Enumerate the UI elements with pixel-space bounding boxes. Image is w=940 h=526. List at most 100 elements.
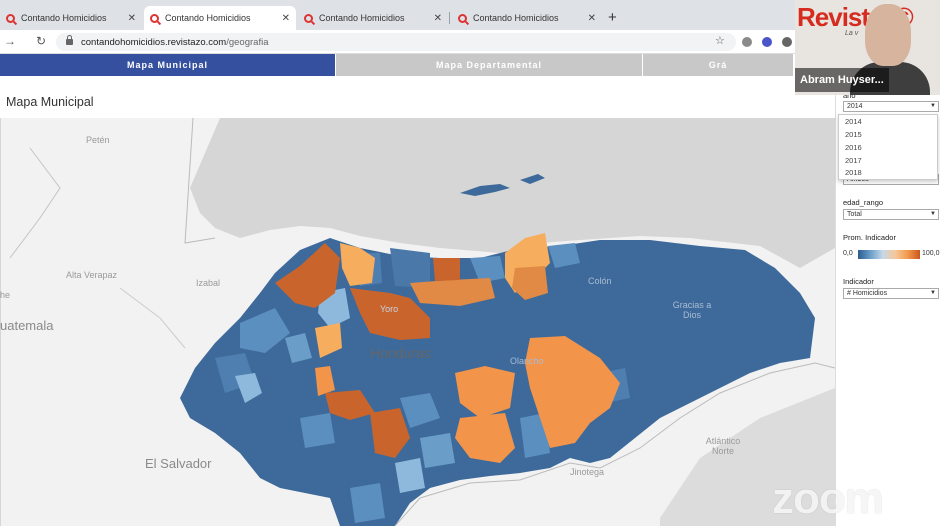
legend-title: Prom. Indicador	[843, 233, 896, 242]
municipality[interactable]	[235, 373, 262, 403]
municipality[interactable]	[470, 256, 505, 283]
page-title: Mapa Municipal	[6, 95, 94, 109]
municipality-high[interactable]	[455, 413, 515, 463]
map-label-atlantico-norte: Atlántico Norte	[705, 436, 741, 456]
pacific-coast-area	[660, 388, 835, 526]
map-canvas	[0, 118, 835, 526]
map-label-el-salvador: El Salvador	[145, 456, 212, 471]
edad-rango-value: Total	[847, 211, 862, 218]
anio-selected-value: 2014	[847, 103, 863, 110]
chevron-down-icon: ▼	[930, 211, 936, 217]
url-field[interactable]: contandohomicidios.revistazo.com/geograf…	[56, 33, 736, 51]
chevron-down-icon: ▼	[930, 103, 936, 109]
browser-tab-1[interactable]: Contando Homicidios ✕	[0, 6, 142, 30]
tab-title: Contando Homicidios	[165, 13, 251, 23]
new-tab-button[interactable]: +	[608, 9, 617, 26]
tab-title: Contando Homicidios	[473, 13, 559, 23]
dropdown-option[interactable]: 2015	[845, 130, 862, 139]
search-icon	[150, 13, 159, 23]
tab-mapa-departamental[interactable]: Mapa Departamental	[336, 54, 642, 76]
indicador-select[interactable]: # Homicidios ▼	[843, 288, 939, 299]
edad-rango-select[interactable]: Total ▼	[843, 209, 939, 220]
department-line	[9, 147, 61, 259]
search-icon	[458, 13, 467, 23]
browser-tab-strip: Contando Homicidios ✕ Contando Homicidio…	[0, 0, 940, 30]
dashboard-tabs: Mapa Municipal Mapa Departamental Grá	[0, 54, 940, 76]
map-label-colon: Colón	[588, 276, 612, 286]
municipality-high[interactable]	[315, 323, 342, 358]
municipality[interactable]	[395, 458, 425, 493]
dropdown-option[interactable]: 2018	[845, 168, 862, 177]
indicador-value: # Homicidios	[847, 290, 888, 297]
municipality[interactable]	[400, 393, 440, 428]
island	[520, 174, 545, 184]
tab-graficos[interactable]: Grá	[643, 54, 793, 76]
tab-mapa-municipal[interactable]: Mapa Municipal	[0, 54, 335, 76]
browser-tab-2-active[interactable]: Contando Homicidios ✕	[144, 6, 296, 30]
legend-max: 100,0	[922, 250, 940, 257]
border-line	[184, 118, 216, 244]
map-label-peten: Petén	[86, 135, 110, 145]
municipality-high[interactable]	[325, 390, 375, 420]
dropdown-option[interactable]: 2017	[845, 156, 862, 165]
municipality[interactable]	[420, 433, 455, 468]
browser-tab-3[interactable]: Contando Homicidios ✕	[298, 6, 448, 30]
extension-circle-icon[interactable]	[782, 37, 792, 47]
map-label-guatemala: uatemala	[0, 318, 54, 333]
municipality[interactable]	[300, 413, 335, 448]
filter-label-anio: año	[843, 91, 856, 100]
reload-icon[interactable]: ↻	[36, 34, 47, 48]
chevron-down-icon: ▼	[930, 290, 936, 296]
municipality-high[interactable]	[410, 278, 495, 306]
dropdown-option[interactable]: 2016	[845, 143, 862, 152]
map-label-yoro: Yoro	[380, 304, 399, 314]
municipality-high[interactable]	[350, 288, 430, 340]
municipality-high[interactable]	[315, 366, 335, 396]
bookmark-star-icon[interactable]: ☆	[715, 35, 725, 47]
filter-label-indicador: Indicador	[843, 277, 874, 286]
municipality-high[interactable]	[370, 408, 410, 458]
border-line	[394, 362, 835, 526]
close-icon[interactable]: ✕	[281, 12, 290, 24]
dropdown-option[interactable]: 2014	[845, 117, 862, 126]
municipality[interactable]	[285, 333, 312, 363]
zoom-watermark: zoom	[772, 474, 884, 523]
municipality-high[interactable]	[525, 336, 620, 448]
municipality-high[interactable]	[275, 243, 340, 308]
extension-cloud-icon[interactable]	[742, 37, 752, 47]
municipality-high[interactable]	[433, 258, 460, 281]
municipality[interactable]	[390, 248, 430, 288]
map-label-izabal: Izabal	[196, 278, 221, 288]
close-icon[interactable]: ✕	[127, 12, 136, 24]
municipality-high[interactable]	[512, 266, 548, 300]
forward-arrow-icon[interactable]: →	[4, 34, 16, 48]
anio-dropdown-list: 2014 2015 2016 2017 2018	[838, 114, 938, 180]
close-icon[interactable]: ✕	[587, 12, 596, 24]
map-label-he: he	[0, 290, 11, 300]
participant-video: Revistaz© La v Abram Huyser...	[795, 0, 940, 95]
browser-tab-4[interactable]: Contando Homicidios ✕	[452, 6, 602, 30]
color-scale-legend	[858, 250, 920, 259]
anio-select[interactable]: 2014 ▼	[843, 101, 939, 112]
municipality-high[interactable]	[455, 366, 515, 418]
close-icon[interactable]: ✕	[433, 12, 442, 24]
map-label-olancho: Olancho	[510, 356, 544, 366]
url-domain: contandohomicidios.revistazo.com	[81, 36, 227, 48]
municipality[interactable]	[240, 308, 290, 353]
filter-label-edad: edad_rango	[843, 198, 884, 207]
map-label-honduras: Honduras	[370, 345, 431, 361]
municipality-high[interactable]	[340, 243, 375, 286]
address-bar: → ↻ contandohomicidios.revistazo.com/geo…	[0, 30, 940, 54]
lock-icon	[66, 35, 73, 45]
tab-title: Contando Homicidios	[319, 13, 405, 23]
extension-v-icon[interactable]	[762, 37, 772, 47]
tab-divider	[449, 12, 450, 24]
choropleth-map[interactable]: Petén Alta Verapaz Izabal he uatemala El…	[0, 118, 835, 526]
participant-face	[865, 4, 911, 66]
participant-name: Abram Huyser...	[795, 68, 889, 92]
municipality[interactable]	[350, 483, 385, 523]
municipality[interactable]	[548, 243, 580, 268]
legend-min: 0,0	[843, 250, 853, 257]
map-label-alta-verapaz: Alta Verapaz	[66, 270, 118, 280]
